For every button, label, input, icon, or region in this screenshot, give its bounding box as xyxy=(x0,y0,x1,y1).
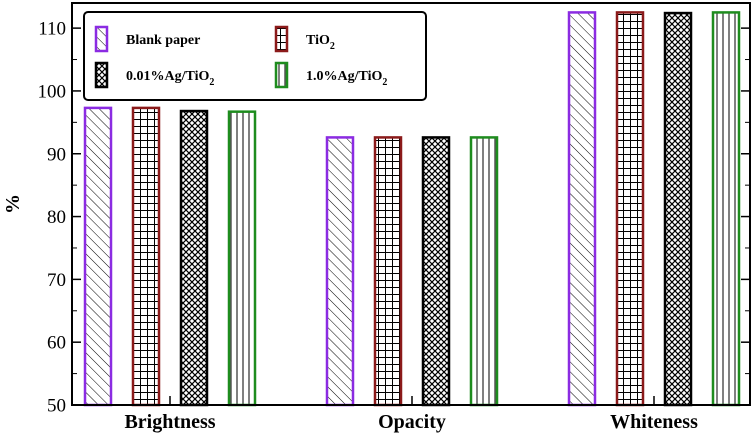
bar-whiteness-3 xyxy=(663,11,693,407)
bar-opacity-1 xyxy=(325,136,355,407)
plot-frame xyxy=(71,2,751,406)
legend-label: 1.0%Ag/TiO2 xyxy=(306,69,387,88)
x-category-label: Whiteness xyxy=(610,411,698,433)
x-category-label: Brightness xyxy=(124,411,215,433)
bar-whiteness-1 xyxy=(567,11,597,407)
legend-label: TiO2 xyxy=(306,33,335,52)
legend-frame xyxy=(83,11,427,101)
axis-ticks xyxy=(72,27,750,406)
bar-brightness-4 xyxy=(227,110,257,407)
bar-opacity-4 xyxy=(469,136,499,407)
y-tick-label: 90 xyxy=(47,144,66,165)
legend-label-subscript: 2 xyxy=(382,77,387,88)
legend-label-main: 1.0%Ag/TiO xyxy=(306,69,382,84)
legend-swatch xyxy=(274,61,289,89)
legend-label-subscript: 2 xyxy=(330,41,335,52)
y-axis-label: % xyxy=(2,194,24,214)
y-tick-label: 80 xyxy=(47,207,66,228)
bar-opacity-2 xyxy=(373,136,403,407)
legend-label-subscript: 2 xyxy=(209,77,214,88)
y-tick-label: 70 xyxy=(47,270,66,291)
legend-label-main: 0.01%Ag/TiO xyxy=(126,69,209,84)
x-category-label: Opacity xyxy=(378,411,446,433)
bar-whiteness-2 xyxy=(615,11,645,407)
bar-brightness-3 xyxy=(179,109,209,407)
y-tick-labels: 50 60 70 80 90 100 110 xyxy=(38,19,67,417)
y-tick-label: 110 xyxy=(38,19,66,40)
bar-opacity-3 xyxy=(421,136,451,407)
legend-label-main: TiO xyxy=(306,33,330,48)
legend-label-main: Blank paper xyxy=(126,33,200,48)
legend-swatch xyxy=(94,61,109,89)
y-tick-label: 50 xyxy=(47,396,66,417)
bar-brightness-1 xyxy=(83,106,113,407)
x-category-labels: Brightness Opacity Whiteness xyxy=(124,411,698,433)
bar-whiteness-4 xyxy=(711,11,741,407)
bar-brightness-2 xyxy=(131,106,161,407)
y-tick-label: 100 xyxy=(38,81,67,102)
legend-swatch xyxy=(274,25,289,53)
y-tick-label: 60 xyxy=(47,333,66,354)
bars xyxy=(83,11,741,407)
legend-swatch xyxy=(94,25,109,53)
legend-label: Blank paper xyxy=(126,33,200,48)
legend-label: 0.01%Ag/TiO2 xyxy=(126,69,214,88)
